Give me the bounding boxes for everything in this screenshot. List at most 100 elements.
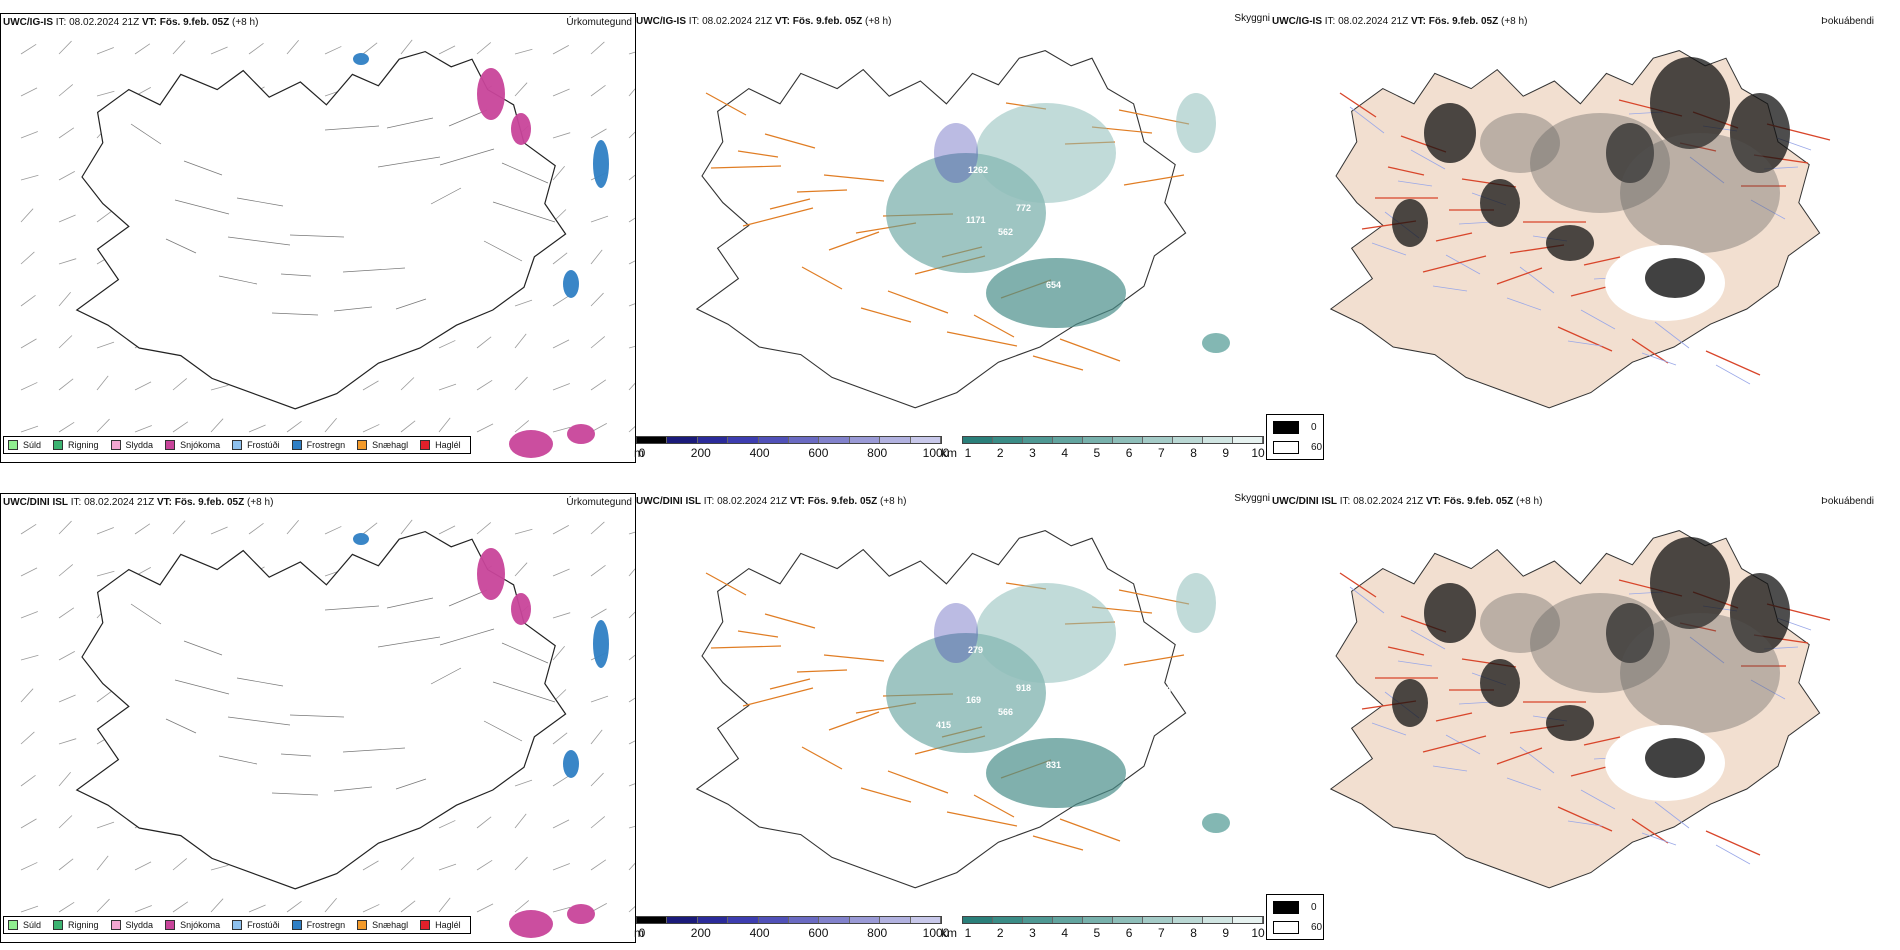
wind-barb [58, 127, 75, 139]
snow-area [509, 430, 553, 458]
legend-swatch [357, 440, 368, 450]
colorbar-tick: 0 [638, 926, 646, 940]
river-line [1445, 254, 1481, 275]
fog-legend-row: 60 [1273, 441, 1322, 454]
wind-barb [400, 377, 415, 391]
wind-barb [134, 523, 151, 535]
wind-barb [590, 816, 606, 829]
road-line [764, 133, 816, 149]
road-line [271, 312, 319, 316]
wind-barb [20, 382, 38, 391]
colorbar-cell [849, 437, 881, 443]
colorbar-tick: 6 [1125, 926, 1133, 940]
colorbar-cell [697, 917, 729, 923]
wind-barb [324, 46, 342, 55]
wind-barb [552, 646, 565, 661]
wind-barb [628, 531, 635, 535]
wind-barb [20, 611, 38, 619]
wind-barb [134, 381, 152, 391]
road-line [860, 307, 912, 323]
wind-barb [20, 775, 36, 787]
legend-swatch [165, 440, 176, 450]
precip-type-legend: Súld Rigning Slydda Snjókoma Frostúði Fr… [3, 916, 471, 934]
wind-barb [286, 40, 299, 55]
road-line [501, 162, 549, 184]
road-line [448, 109, 488, 127]
colorbar-tick: 1 [964, 446, 972, 460]
road-line [430, 667, 462, 685]
colorbar-tick: 1 [964, 926, 972, 940]
wind-barb [286, 421, 302, 433]
wind-barb [58, 171, 75, 181]
wind-barb [438, 417, 451, 433]
road-line [828, 231, 880, 251]
legend-swatch [420, 920, 431, 930]
road-line [448, 589, 488, 607]
wind-barb [20, 338, 37, 349]
wind-barb [134, 43, 151, 55]
wind-barb [628, 862, 635, 871]
wind-barb [552, 819, 570, 829]
ceiling-value-label: 1262 [968, 165, 988, 175]
wind-barb [628, 303, 635, 307]
wind-barb [438, 340, 456, 349]
wind-barb [552, 525, 569, 535]
road-line [324, 605, 380, 611]
fog-area [1730, 573, 1790, 653]
road-line [742, 207, 814, 227]
river-line [1580, 789, 1616, 810]
road-line [183, 160, 223, 176]
wind-barb [438, 820, 456, 829]
river-line [1432, 285, 1468, 292]
road-line [174, 199, 230, 215]
wind-barb [20, 523, 37, 535]
wind-barb [58, 772, 71, 787]
fog-area [1480, 659, 1520, 707]
wind-barb [58, 520, 72, 535]
road-line [395, 778, 427, 790]
river-line [1506, 777, 1542, 791]
road-line [1422, 255, 1487, 273]
ceiling-colorbar: m 0 200 400 600 800 1000 [634, 436, 949, 466]
river-line [1689, 636, 1725, 664]
colorbar-tick: 800 [867, 446, 888, 460]
freezing-rain-area [563, 750, 579, 778]
colorbar-tick: 200 [690, 446, 711, 460]
fog-area [1650, 537, 1730, 629]
model-header: UWC/IG-IS IT: 08.02.2024 21Z VT: Fös. 9.… [1272, 16, 1528, 27]
fog-area [1530, 593, 1670, 693]
wind-barb [552, 339, 570, 349]
road-line [860, 787, 912, 803]
precip-map [20, 39, 635, 458]
wind-barb [628, 740, 635, 745]
snow-area [477, 548, 505, 600]
colorbar-cell [667, 437, 698, 443]
fog-area [1620, 613, 1780, 733]
road-line [1583, 736, 1621, 746]
fog-area [1620, 133, 1780, 253]
wind-barb [324, 418, 337, 433]
iceland-outline [75, 50, 567, 410]
river-line [1445, 734, 1481, 755]
wind-barb [210, 898, 224, 913]
road-line [280, 753, 312, 757]
road-line [1059, 338, 1121, 362]
wind-barb [58, 858, 74, 871]
legend-item: Frostúði [232, 920, 280, 930]
wind-barb [58, 607, 75, 619]
road-line [1631, 338, 1669, 364]
freezing-rain-area [593, 140, 609, 188]
wind-barb [20, 654, 39, 661]
fog-area [1480, 113, 1560, 173]
colorbar-cell [667, 917, 698, 923]
road-line [174, 679, 230, 695]
colorbar-cells [962, 916, 1264, 924]
road-line [501, 642, 549, 664]
fog-area [1606, 123, 1654, 183]
wind-barb [628, 697, 635, 703]
road-line [1123, 654, 1185, 666]
road-line [887, 290, 949, 314]
wind-barb [590, 729, 603, 745]
wind-barb [58, 292, 71, 307]
colorbar-tick: 800 [867, 926, 888, 940]
